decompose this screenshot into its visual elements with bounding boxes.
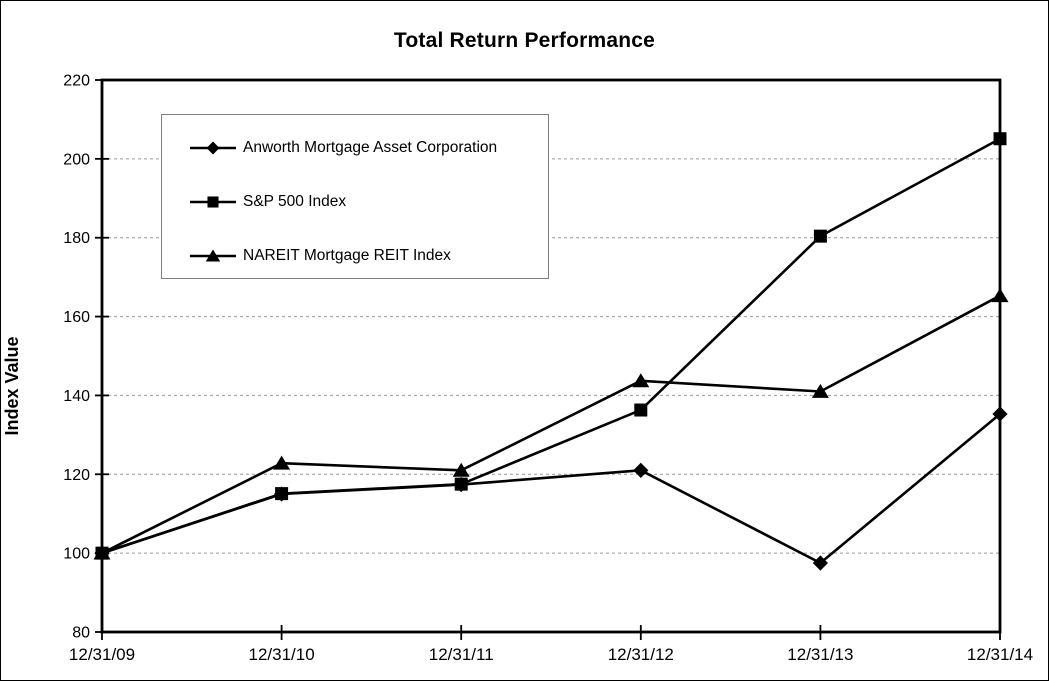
legend-item-nareit: NAREIT Mortgage REIT Index <box>189 246 548 266</box>
legend-label: S&P 500 Index <box>243 193 347 210</box>
legend-label: Anworth Mortgage Asset Corporation <box>243 139 498 156</box>
svg-text:12/31/09: 12/31/09 <box>69 645 135 664</box>
svg-text:12/31/10: 12/31/10 <box>249 645 315 664</box>
svg-text:80: 80 <box>72 625 90 642</box>
svg-text:12/31/11: 12/31/11 <box>429 645 494 664</box>
legend-item-anworth: Anworth Mortgage Asset Corporation <box>189 138 548 158</box>
triangle-line-marker-icon <box>190 249 236 262</box>
svg-text:100: 100 <box>63 546 90 563</box>
svg-text:160: 160 <box>63 309 90 326</box>
svg-text:180: 180 <box>63 230 90 247</box>
svg-text:12/31/14: 12/31/14 <box>967 645 1033 664</box>
chart-title: Total Return Performance <box>393 29 656 52</box>
legend-item-sp500: S&P 500 Index <box>189 192 548 212</box>
square-line-marker-icon <box>190 196 236 208</box>
svg-text:200: 200 <box>63 151 90 168</box>
legend: Anworth Mortgage Asset Corporation S&P 5… <box>161 114 549 279</box>
svg-text:12/31/13: 12/31/13 <box>787 645 853 664</box>
svg-text:120: 120 <box>63 467 90 484</box>
diamond-line-marker-icon <box>190 141 236 155</box>
svg-text:12/31/12: 12/31/12 <box>608 645 674 664</box>
svg-text:140: 140 <box>63 388 90 405</box>
legend-label: NAREIT Mortgage REIT Index <box>243 247 451 264</box>
svg-text:220: 220 <box>63 73 90 90</box>
